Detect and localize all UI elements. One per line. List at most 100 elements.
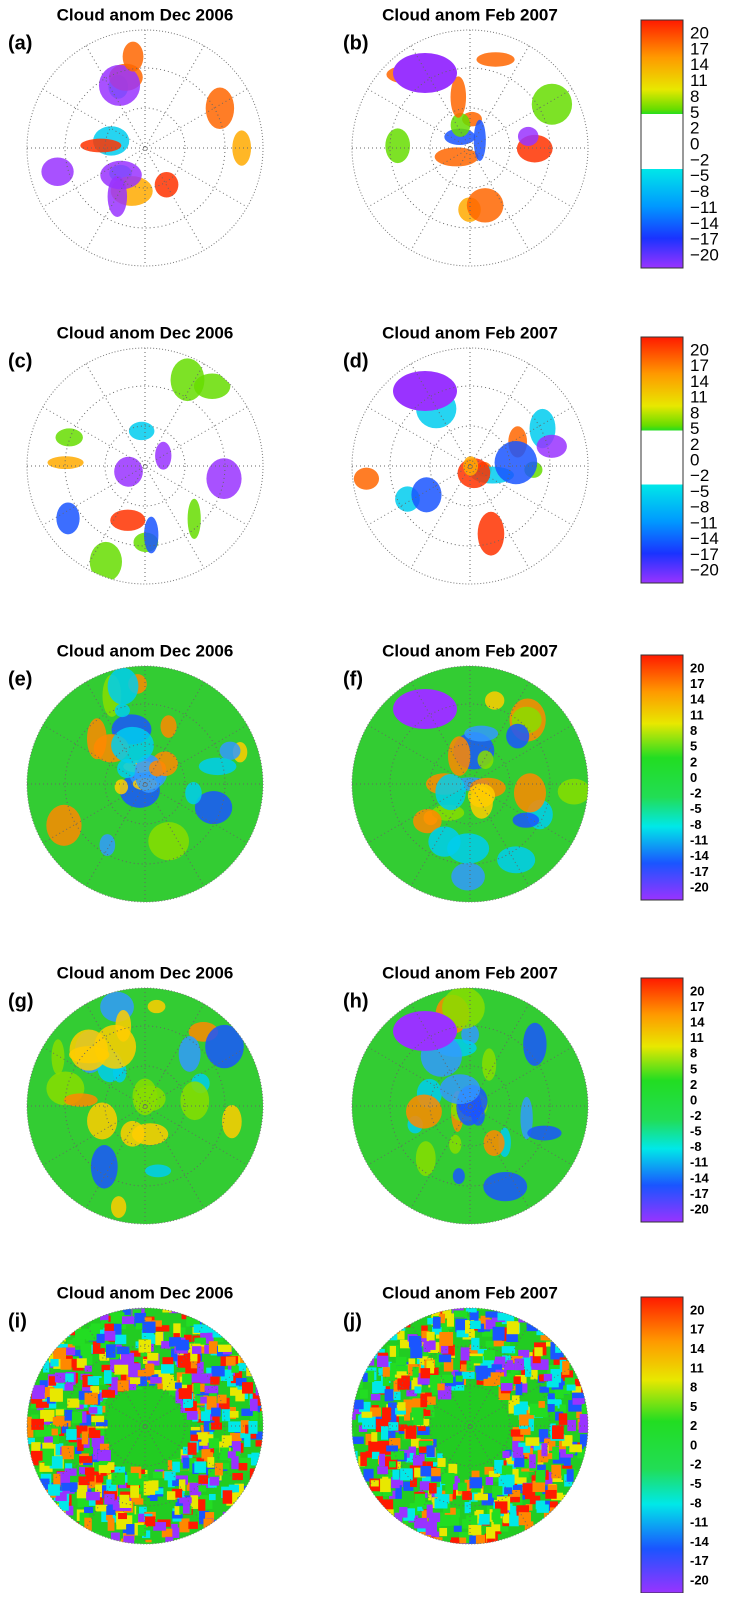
map-cell (433, 1537, 443, 1548)
map-cell (391, 1451, 404, 1460)
map-cell (368, 1441, 380, 1452)
map-cell (70, 1482, 78, 1492)
map-cell (248, 1421, 257, 1434)
map-cell (562, 1361, 569, 1375)
panel-label: (b) (343, 32, 369, 54)
map-cell (172, 1527, 179, 1538)
map-cell (231, 1366, 238, 1373)
map-cell (548, 1404, 555, 1412)
map-cell (426, 1521, 437, 1535)
panel-title: Cloud anom Dec 2006 (57, 323, 234, 342)
map-cell (373, 1503, 380, 1513)
colorbar-tick-label: −20 (690, 245, 719, 264)
map-cell (525, 1315, 537, 1321)
map-cell (469, 1356, 482, 1363)
map-cell (484, 1350, 495, 1360)
map-cell (513, 1447, 524, 1458)
map-cell (75, 1329, 88, 1340)
map-cell (362, 1357, 374, 1366)
map-cell (153, 1472, 163, 1479)
colorbar-tick-label: 5 (690, 1399, 697, 1414)
map-cell (192, 1346, 201, 1354)
map-cell (65, 1410, 73, 1421)
map-cell (563, 1343, 575, 1350)
map-cell (67, 1398, 79, 1407)
map-patch (532, 84, 572, 125)
map-cell (82, 1431, 88, 1444)
map-cell (383, 1367, 390, 1377)
map-patch (558, 779, 591, 805)
map-cell (231, 1456, 238, 1469)
map-patch (123, 42, 144, 72)
colorbar-tick-label: 17 (690, 676, 704, 691)
map-cell (239, 1463, 248, 1471)
map-cell (95, 1505, 107, 1512)
map-cell (207, 1396, 217, 1409)
map-cell (439, 1354, 451, 1362)
map-cell (114, 1543, 122, 1551)
figure: Cloud anom Dec 2006(a)Cloud anom Feb 200… (0, 0, 753, 1593)
map-cell (518, 1313, 528, 1322)
map-cell (130, 1485, 139, 1498)
map-cell (389, 1461, 396, 1467)
map-cell (185, 1306, 196, 1317)
colorbar-tick-label: 2 (690, 754, 697, 769)
map-cell (427, 1332, 435, 1342)
map-cell (351, 1378, 358, 1389)
map-cell (441, 1345, 448, 1354)
map-patch (179, 1036, 201, 1072)
colorbar-tick-label: 5 (690, 1061, 697, 1076)
map-cell (567, 1469, 574, 1482)
map-cell (23, 1461, 32, 1471)
map-patch (111, 1196, 126, 1218)
map-patch (478, 750, 494, 768)
panel-title: Cloud anom Feb 2007 (382, 1283, 558, 1302)
map-cell (264, 1441, 278, 1452)
map-cell (502, 1451, 509, 1458)
map-cell (126, 1524, 134, 1535)
colorbar-tick-label: -20 (690, 879, 709, 894)
colorbar-tick-label: -20 (690, 1201, 709, 1216)
map-patch (449, 1135, 461, 1154)
map-cell (20, 1417, 32, 1430)
map-cell (504, 1364, 515, 1370)
map-cell (89, 1407, 98, 1413)
map-cell (420, 1481, 430, 1490)
panel-title: Cloud anom Dec 2006 (57, 1283, 234, 1302)
map-cell (59, 1501, 69, 1511)
map-cell (210, 1377, 219, 1385)
map-cell (66, 1429, 77, 1440)
map-cell (507, 1321, 520, 1334)
map-cell (552, 1447, 559, 1460)
map-cell (188, 1522, 198, 1529)
map-cell (174, 1303, 181, 1312)
map-cell (59, 1333, 66, 1341)
map-cell (242, 1382, 253, 1393)
map-patch (495, 441, 538, 484)
map-cell (50, 1507, 60, 1517)
map-cell (552, 1425, 564, 1439)
map-patch (94, 1025, 136, 1069)
map-cell (458, 1483, 467, 1491)
map-cell (130, 1377, 140, 1384)
panel-title: Cloud anom Dec 2006 (57, 641, 234, 660)
map-patch (205, 1025, 244, 1068)
map-cell (217, 1395, 226, 1404)
map-cell (256, 1440, 267, 1446)
colorbar-tick-label: 17 (690, 1322, 704, 1337)
map-patch (99, 834, 115, 856)
map-cell (533, 1526, 543, 1532)
map-cell (414, 1310, 426, 1317)
map-cell (377, 1466, 388, 1474)
map-cell (122, 1316, 134, 1324)
map-patch (393, 371, 457, 411)
map-patch (115, 779, 128, 794)
map-patch (145, 1164, 171, 1177)
map-cell (479, 1366, 488, 1379)
colorbar-tick-label: 20 (690, 1302, 704, 1317)
colorbar-tick-label: -17 (690, 864, 709, 879)
colorbar-tick-label: -8 (690, 817, 702, 832)
map-cell (450, 1543, 459, 1553)
map-cell (165, 1537, 173, 1545)
map-cell (470, 1321, 481, 1329)
